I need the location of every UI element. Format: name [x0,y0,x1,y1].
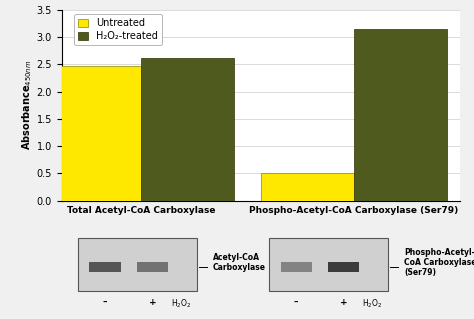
Bar [261,173,354,201]
Text: +: + [340,298,348,307]
Text: $\mathregular{H_2O_2}$: $\mathregular{H_2O_2}$ [171,298,191,310]
Bar [137,262,168,272]
Text: Acetyl-CoA: Acetyl-CoA [213,253,260,262]
Text: (Ser79): (Ser79) [404,268,436,277]
Bar [78,239,197,291]
Bar [141,58,234,201]
Bar [90,262,120,272]
Bar [269,239,388,291]
Text: –: – [294,298,299,307]
Text: –: – [103,298,107,307]
Text: Carboxylase: Carboxylase [213,263,266,272]
Legend: Untreated, H₂O₂-treated: Untreated, H₂O₂-treated [74,14,162,45]
Text: Phospho-Acetyl-: Phospho-Acetyl- [404,248,474,256]
Text: $\mathregular{H_2O_2}$: $\mathregular{H_2O_2}$ [362,298,383,310]
Bar [281,262,312,272]
Bar [48,66,141,201]
Bar [354,29,447,201]
Text: +: + [149,298,156,307]
Text: CoA Carboxylase: CoA Carboxylase [404,258,474,267]
Y-axis label: Absorbance$_{450nm}$: Absorbance$_{450nm}$ [20,60,34,150]
Bar [328,262,359,272]
